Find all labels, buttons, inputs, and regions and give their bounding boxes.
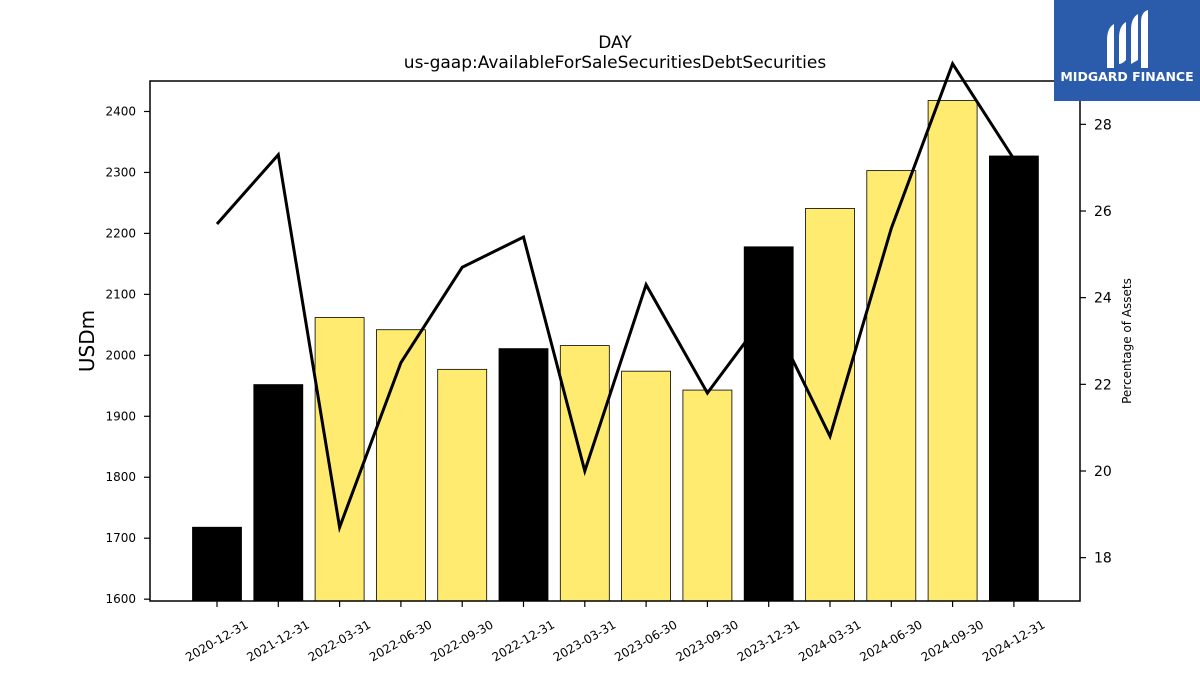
y-tick-label: 2400 [105, 104, 136, 118]
logo-background [1054, 0, 1200, 101]
x-tick-label: 2020-12-31 [183, 617, 250, 664]
logo-mark-icon [1107, 10, 1148, 68]
y-tick-label: 1600 [105, 592, 136, 606]
y-right-tick-label: 20 [1094, 464, 1112, 480]
y-ticks-right-group: 18 20 22 24 26 28 [1080, 117, 1112, 567]
y-right-tick-label: 22 [1094, 377, 1112, 393]
series-line [215, 60, 1016, 534]
x-tick-label: 2022-03-31 [306, 617, 373, 664]
chart-title: DAY [598, 33, 632, 53]
y-right-tick-label: 24 [1094, 291, 1112, 307]
y-tick-label: 2300 [105, 165, 136, 179]
plot-frame [149, 80, 1081, 602]
bar [253, 384, 304, 602]
bar [375, 329, 426, 602]
bar [927, 100, 978, 602]
bar [989, 155, 1039, 602]
y-axis-label: USDm [75, 310, 99, 372]
bar [314, 317, 365, 602]
x-tick-label: 2024-09-30 [919, 617, 986, 664]
y-tick-label: 1700 [105, 531, 136, 545]
bar [498, 348, 549, 602]
x-tick-label: 2022-12-31 [490, 617, 557, 664]
bar [192, 526, 242, 602]
bar [866, 170, 917, 602]
x-tick-label: 2023-12-31 [735, 617, 802, 664]
x-tick-label: 2024-03-31 [796, 617, 863, 664]
chart-subtitle: us-gaap:AvailableForSaleSecuritiesDebtSe… [404, 53, 827, 73]
y-tick-label: 1800 [105, 470, 136, 484]
bar [437, 368, 488, 602]
logo: MIDGARD FINANCE [1054, 0, 1200, 101]
x-tick-label: 2021-12-31 [244, 617, 311, 664]
x-tick-label: 2023-09-30 [673, 617, 740, 664]
y-right-tick-label: 26 [1094, 204, 1112, 220]
y-tick-label: 1900 [105, 409, 136, 423]
y-right-tick-label: 18 [1094, 551, 1112, 567]
bar [621, 370, 671, 602]
x-tick-label: 2022-09-30 [428, 617, 495, 664]
x-tick-label: 2024-06-30 [857, 617, 924, 664]
y-tick-label: 2100 [105, 287, 136, 301]
y-tick-label: 2000 [105, 348, 136, 362]
x-tick-label: 2022-06-30 [367, 617, 434, 664]
x-tick-label: 2024-12-31 [980, 617, 1047, 664]
bars-group [192, 100, 1039, 602]
logo-text: MIDGARD FINANCE [1060, 69, 1193, 84]
y-tick-label: 2200 [105, 226, 136, 240]
bar [805, 208, 855, 602]
y-axis-right-label: Percentage of Assets [1120, 278, 1134, 404]
x-tick-label: 2023-06-30 [612, 617, 679, 664]
y-ticks-group: 1600 1700 1800 1900 2000 2100 2200 2300 2400 [105, 104, 150, 606]
y-right-tick-label: 28 [1094, 117, 1112, 133]
x-tick-label: 2023-03-31 [551, 617, 618, 664]
bar [743, 246, 794, 602]
x-ticks-group: 2020-12-312021-12-312022-03-312022-06-30… [183, 601, 1047, 664]
bar [682, 389, 733, 602]
